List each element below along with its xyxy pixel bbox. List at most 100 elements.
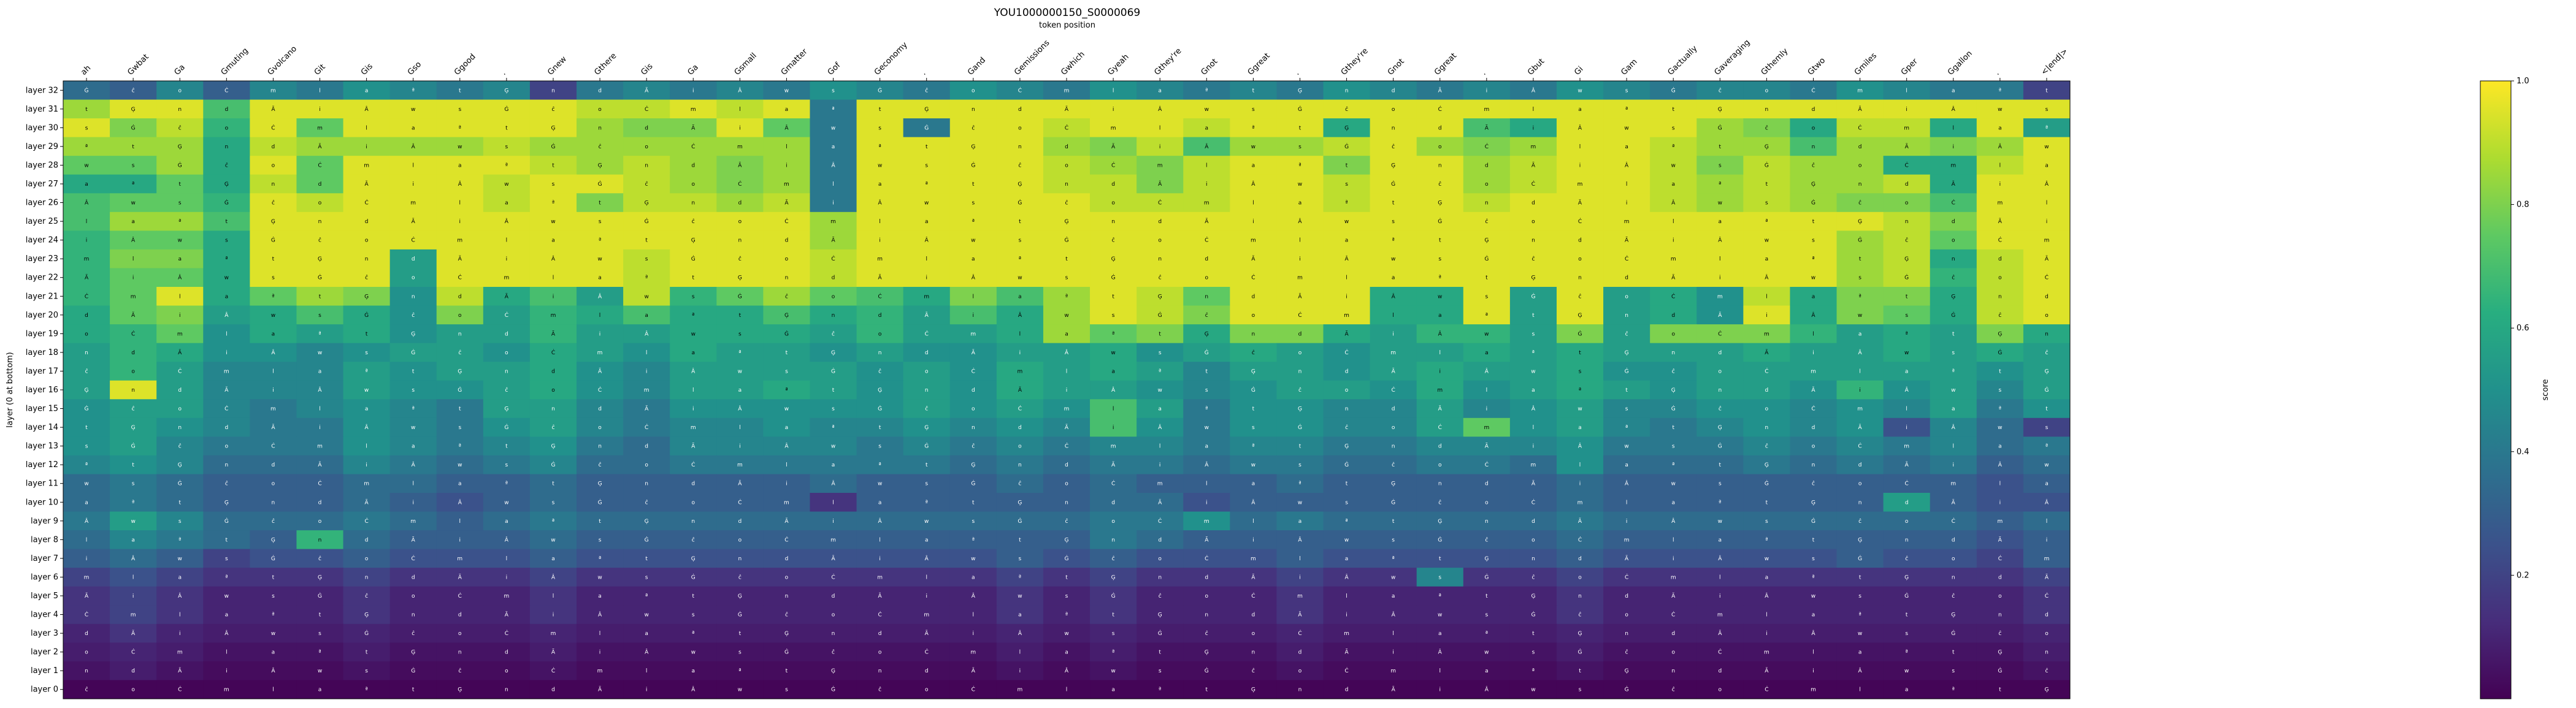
cell-token-label: Ã bbox=[598, 368, 602, 375]
cell-token-label: a bbox=[318, 687, 322, 693]
heatmap-cell bbox=[670, 305, 717, 325]
cell-token-label: ĉ bbox=[1579, 612, 1582, 619]
cell-token-label: i bbox=[646, 687, 648, 693]
cell-token-label: Ģ bbox=[1251, 368, 1255, 375]
heatmap-cell bbox=[1370, 156, 1417, 175]
cell-token-label: ª bbox=[1345, 200, 1347, 207]
heatmap-cell bbox=[1370, 417, 1417, 437]
cell-token-label: w bbox=[551, 219, 555, 225]
cell-token-label: Â bbox=[318, 386, 322, 394]
cell-token-label: Ģ bbox=[645, 200, 649, 207]
heatmap-cell bbox=[156, 118, 204, 138]
heatmap-cell bbox=[1790, 455, 1838, 474]
cell-token-label: t bbox=[972, 500, 975, 506]
cell-token-label: d bbox=[458, 294, 462, 300]
heatmap-cell bbox=[1370, 474, 1417, 493]
cell-token-label: i bbox=[1206, 500, 1208, 506]
cell-token-label: w bbox=[1111, 350, 1115, 356]
cell-token-label: s bbox=[785, 687, 788, 693]
heatmap-cell bbox=[1463, 417, 1511, 437]
heatmap-cell bbox=[63, 174, 110, 194]
cell-token-label: ĉ bbox=[599, 462, 602, 468]
cell-token-label: s bbox=[1532, 331, 1535, 337]
cell-token-label: n bbox=[1578, 275, 1582, 281]
heatmap-cell bbox=[2023, 118, 2071, 138]
heatmap-cell bbox=[1883, 211, 1931, 231]
heatmap-cell bbox=[1650, 287, 1697, 306]
heatmap-cell bbox=[156, 343, 204, 362]
cell-token-label: t bbox=[1065, 574, 1068, 580]
heatmap-cell bbox=[1743, 249, 1790, 268]
heatmap-cell bbox=[1743, 324, 1790, 344]
heatmap-cell bbox=[1230, 380, 1277, 400]
heatmap-cell bbox=[436, 380, 484, 400]
heatmap-cell bbox=[577, 230, 624, 250]
cell-token-label: ĉ bbox=[225, 481, 228, 487]
cell-token-label: o bbox=[1065, 481, 1068, 487]
heatmap-cell bbox=[949, 268, 997, 287]
cell-token-label: o bbox=[925, 368, 929, 375]
heatmap-cell bbox=[716, 249, 764, 268]
heatmap-cell bbox=[996, 417, 1044, 437]
heatmap-cell bbox=[996, 455, 1044, 474]
cell-token-label: l bbox=[1626, 500, 1628, 506]
heatmap-cell bbox=[1603, 174, 1650, 194]
heatmap-cell bbox=[763, 436, 810, 456]
heatmap-cell bbox=[110, 230, 157, 250]
heatmap-cell bbox=[810, 118, 857, 138]
cell-token-label: t bbox=[272, 574, 275, 580]
cell-token-label: m bbox=[1064, 88, 1070, 94]
heatmap-cell bbox=[903, 362, 951, 381]
heatmap-cell bbox=[1276, 380, 1324, 400]
cell-token-label: d bbox=[224, 107, 228, 113]
y-tick-label: layer 31 bbox=[26, 105, 58, 114]
heatmap-cell bbox=[670, 287, 717, 306]
heatmap-cell bbox=[1836, 474, 1884, 493]
cell-token-label: n bbox=[645, 481, 648, 487]
cell-token-label: Ģ bbox=[364, 294, 369, 300]
cell-token-label: a bbox=[1158, 88, 1162, 94]
heatmap-cell bbox=[483, 343, 531, 362]
cell-token-label: s bbox=[1159, 668, 1162, 674]
cell-token-label: Â bbox=[1952, 105, 1956, 113]
cell-token-label: o bbox=[272, 481, 275, 487]
cell-token-label: s bbox=[692, 612, 695, 619]
heatmap-cell bbox=[996, 493, 1044, 512]
cell-token-label: ĉ bbox=[972, 124, 975, 131]
heatmap-cell bbox=[1883, 305, 1931, 325]
cell-token-label: Ģ bbox=[1391, 481, 1395, 487]
cell-token-label: d bbox=[1671, 631, 1675, 637]
cell-token-label: Ã bbox=[645, 87, 649, 94]
cell-token-label: Â bbox=[645, 649, 649, 656]
heatmap-cell bbox=[577, 362, 624, 381]
heatmap-cell bbox=[343, 343, 391, 362]
cell-token-label: i bbox=[973, 631, 975, 637]
cell-token-label: w bbox=[458, 462, 462, 468]
cell-token-label: w bbox=[364, 387, 369, 394]
heatmap-cell bbox=[903, 174, 951, 194]
x-tick-label: Gper bbox=[1899, 56, 1920, 77]
cell-token-label: Ġ bbox=[691, 574, 696, 580]
chart-title: YOU1000000150_S0000069 bbox=[994, 7, 1140, 19]
x-tick-label: Gemissions bbox=[1013, 38, 1051, 77]
heatmap-cell bbox=[996, 305, 1044, 325]
cell-token-label: a bbox=[1065, 331, 1068, 337]
heatmap-cell bbox=[949, 493, 997, 512]
cell-token-label: w bbox=[1998, 107, 2002, 113]
cell-token-label: l bbox=[1113, 88, 1114, 94]
heatmap-cell bbox=[670, 99, 717, 119]
cell-token-label: ª bbox=[132, 181, 134, 188]
heatmap-cell bbox=[1043, 436, 1091, 456]
cell-token-label: Ċ bbox=[972, 368, 975, 375]
cell-token-label: ĉ bbox=[925, 87, 928, 94]
heatmap-cell bbox=[1463, 399, 1511, 419]
heatmap-cell bbox=[1183, 324, 1230, 344]
heatmap-cell bbox=[810, 343, 857, 362]
heatmap-cell bbox=[63, 156, 110, 175]
cell-token-label: w bbox=[878, 481, 882, 487]
heatmap-cell bbox=[296, 493, 344, 512]
heatmap-cell bbox=[1043, 305, 1091, 325]
cell-token-label: w bbox=[1858, 313, 1862, 319]
cell-token-label: ĉ bbox=[1672, 687, 1675, 693]
